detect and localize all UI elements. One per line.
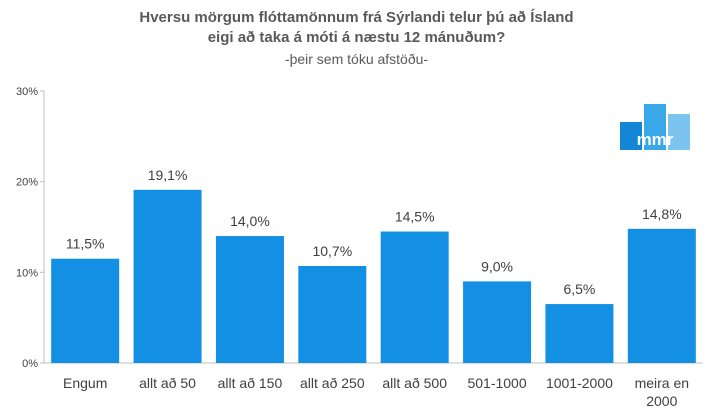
x-tick-label: Engum	[63, 375, 107, 391]
y-tick-label: 20%	[16, 177, 38, 189]
bar-value-label: 19,1%	[148, 167, 188, 183]
bar-value-label: 14,0%	[230, 213, 270, 229]
bar	[51, 258, 120, 363]
x-tick-label: allt að 250	[300, 375, 365, 391]
bar	[298, 265, 367, 363]
bar-value-label: 6,5%	[563, 281, 595, 297]
mmr-logo: mmr	[620, 104, 690, 150]
x-tick-label: 501-1000	[467, 375, 526, 391]
bar-value-label: 14,8%	[642, 206, 682, 222]
bar	[627, 228, 696, 363]
chart-title-line-2: eigi að taka á móti á næstu 12 mánuðum?	[207, 29, 506, 46]
y-tick-label: 10%	[16, 267, 38, 279]
logo-block	[668, 114, 690, 150]
logo-block	[620, 122, 642, 150]
logo-text: mmr	[637, 130, 674, 149]
logo-block	[644, 104, 666, 150]
chart-subtitle: -þeir sem tóku afstöðu-	[284, 51, 429, 67]
bar	[133, 189, 202, 363]
x-tick-label: allt að 500	[382, 375, 447, 391]
bar	[380, 231, 449, 363]
bar-value-label: 14,5%	[395, 209, 435, 225]
bar	[215, 236, 284, 363]
x-tick-label: allt að 50	[139, 375, 196, 391]
x-axis-labels: Engum allt að 50 allt að 150 allt að 250 all…	[63, 375, 689, 409]
chart-title-line-1: Hversu mörgum flóttamönnum frá Sýrlandi …	[139, 9, 574, 26]
y-tick-label: 30%	[16, 86, 38, 98]
bar-value-label: 9,0%	[481, 258, 513, 274]
bar-value-label: 11,5%	[66, 236, 105, 252]
bars	[51, 189, 696, 363]
y-tick-label: 0%	[22, 358, 38, 370]
bar	[545, 304, 614, 363]
x-tick-label: allt að 150	[218, 375, 283, 391]
chart-title-block: Hversu mörgum flóttamönnum frá Sýrlandi …	[0, 8, 713, 69]
x-tick-label: meira en 2000	[635, 375, 689, 409]
bar	[463, 281, 532, 363]
x-tick-label: 1001-2000	[546, 375, 613, 391]
bar-value-label: 10,7%	[312, 243, 352, 259]
value-labels: 11,5% 19,1% 14,0% 10,7% 14,5% 9,0% 6,5% 14,8%	[66, 167, 682, 297]
